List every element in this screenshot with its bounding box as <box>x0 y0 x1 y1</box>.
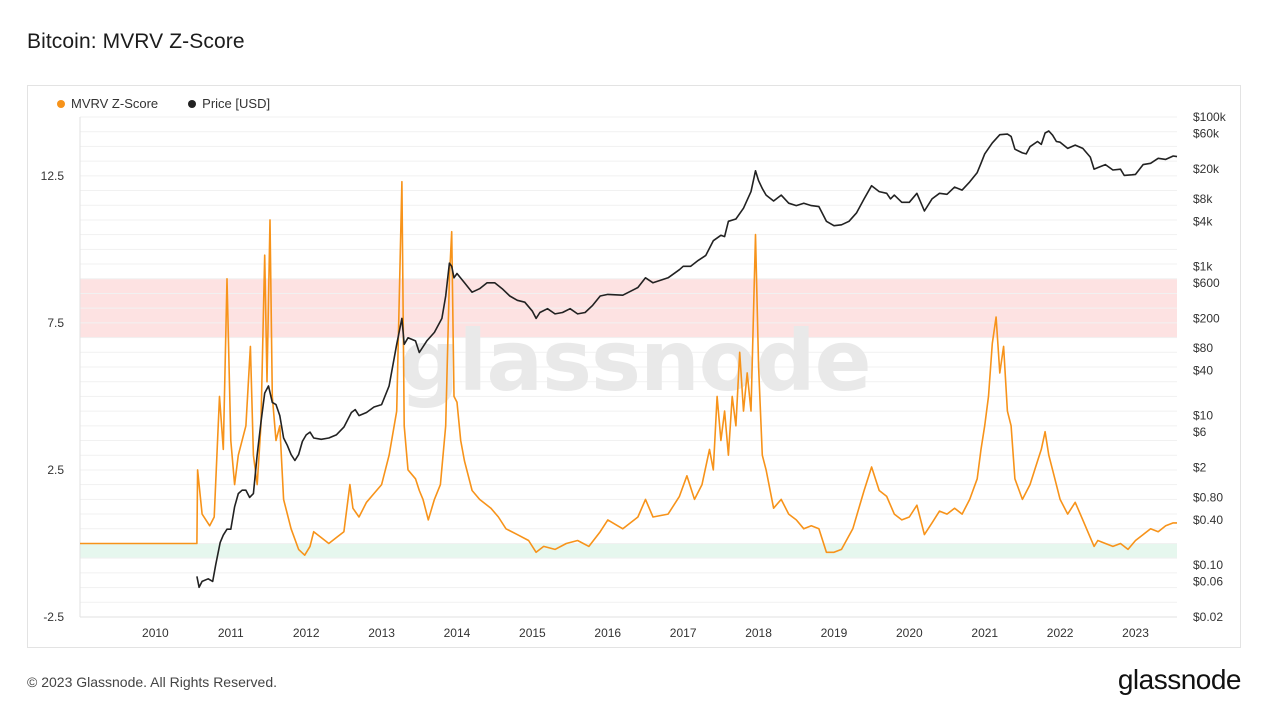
y-right-tick-label: $200 <box>1193 311 1220 325</box>
y-right-tick-label: $0.10 <box>1193 558 1223 572</box>
x-tick-label: 2021 <box>971 626 998 640</box>
legend-dot-icon <box>57 99 65 108</box>
x-tick-label: 2010 <box>142 626 169 640</box>
y-right-tick-label: $0.80 <box>1193 490 1223 504</box>
page-title: Bitcoin: MVRV Z-Score <box>27 30 245 53</box>
legend-label: Price [USD] <box>202 96 271 111</box>
y-left-tick-label: 12.5 <box>41 169 65 183</box>
y-right-tick-label: $0.02 <box>1193 610 1223 624</box>
x-tick-label: 2011 <box>218 626 244 640</box>
y-right-tick-label: $2 <box>1193 461 1207 475</box>
x-tick-label: 2019 <box>821 626 848 640</box>
y-right-tick-label: $0.40 <box>1193 513 1223 527</box>
y-right-tick-label: $6 <box>1193 425 1207 439</box>
y-left-tick-label: 7.5 <box>47 316 64 330</box>
copyright-text: © 2023 Glassnode. All Rights Reserved. <box>27 674 278 690</box>
legend-item-mvrv[interactable]: MVRV Z-Score <box>57 96 158 111</box>
mvrv-zscore-line <box>80 180 1177 556</box>
y-right-tick-label: $40 <box>1193 364 1213 378</box>
x-tick-label: 2022 <box>1047 626 1074 640</box>
brand-logo[interactable]: glassnode <box>1117 664 1242 695</box>
y-left-tick-label: 2.5 <box>47 463 64 477</box>
price-line <box>196 130 1178 589</box>
x-tick-label: 2015 <box>519 626 546 640</box>
x-tick-label: 2013 <box>368 626 395 640</box>
x-tick-label: 2012 <box>293 626 320 640</box>
y-right-tick-label: $0.06 <box>1193 574 1223 588</box>
undervalued-band <box>80 543 1177 559</box>
y-right-tick-label: $1k <box>1193 259 1213 273</box>
y-left-tick-label: -2.5 <box>43 610 64 624</box>
x-tick-label: 2016 <box>594 626 621 640</box>
y-right-tick-label: $80 <box>1193 341 1213 355</box>
x-tick-label: 2017 <box>670 626 697 640</box>
watermark-text: glassnode <box>399 312 870 410</box>
chart-legend: MVRV Z-Score Price [USD] <box>57 96 270 111</box>
y-right-tick-label: $10 <box>1193 409 1213 423</box>
y-right-tick-label: $8k <box>1193 192 1213 206</box>
y-right-tick-label: $20k <box>1193 162 1220 176</box>
y-right-tick-label: $4k <box>1193 214 1213 228</box>
x-tick-label: 2023 <box>1122 626 1149 640</box>
legend-dot-icon <box>188 99 197 108</box>
x-tick-label: 2020 <box>896 626 923 640</box>
y-right-tick-label: $600 <box>1193 276 1220 290</box>
legend-item-price[interactable]: Price [USD] <box>188 96 270 111</box>
y-right-tick-label: $100k <box>1193 110 1227 124</box>
y-right-tick-label: $60k <box>1193 127 1220 141</box>
x-tick-label: 2014 <box>444 626 471 640</box>
legend-label: MVRV Z-Score <box>71 96 159 111</box>
x-tick-label: 2018 <box>745 626 772 640</box>
